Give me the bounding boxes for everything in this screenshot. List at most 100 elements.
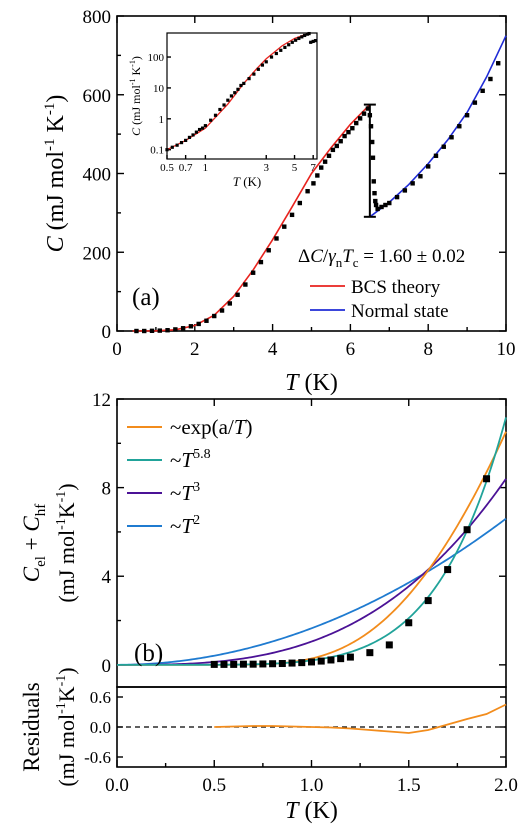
data-point [350, 126, 355, 131]
x-tick-label: 0.5 [202, 775, 226, 796]
data-point [269, 660, 277, 668]
y-axis-label: C (mJ mol-1 K-1) [42, 95, 69, 253]
data-point [180, 326, 186, 331]
inset-data-point [197, 127, 202, 132]
inset-y-axis-label: C (mJ mol-1 K-1) [128, 56, 143, 136]
data-point [361, 111, 367, 116]
inset-data-point [279, 48, 283, 52]
x-tick-label: 4 [268, 339, 278, 360]
inset-data-point [300, 35, 304, 39]
data-point [383, 202, 388, 208]
x-tick-label: 0.0 [105, 775, 129, 796]
inset-data-point [209, 118, 213, 122]
fit-curve-p2 [116, 517, 507, 666]
data-point [297, 200, 303, 206]
data-point [219, 308, 225, 313]
data-point [402, 188, 408, 193]
inset-data-point [187, 135, 192, 140]
inset-data-point [290, 40, 294, 44]
data-point [204, 318, 209, 323]
data-point [266, 248, 271, 253]
y-tick-label: 0 [102, 322, 112, 343]
panel-label-a: (a) [132, 284, 160, 311]
x-tick-label: 1.5 [397, 775, 421, 796]
inset-data-point [194, 130, 198, 134]
data-point [464, 113, 470, 118]
data-point [173, 327, 178, 332]
panel-a-inset: 0.5 0.7 1 3 5 7 0.1 1 10 100 T (K) C (mJ mol-1 K-1) [128, 31, 318, 189]
y-tick-label: 0 [102, 656, 112, 677]
inset-data-point [213, 113, 218, 117]
y-tick-label: 600 [83, 86, 112, 107]
residuals-y-label-line2: (mJ mol-1K-1) [54, 667, 79, 786]
data-point [357, 116, 363, 121]
inset-data-point [179, 140, 184, 145]
data-point [373, 202, 379, 208]
data-point [426, 164, 431, 169]
data-point [317, 657, 325, 665]
data-point [483, 475, 491, 483]
data-point [342, 133, 347, 139]
data-point [496, 61, 501, 66]
data-point [249, 660, 257, 668]
inset-x-tick-label: 1 [203, 162, 209, 174]
x-tick-label: 6 [346, 339, 356, 360]
inset-x-tick-label: 7 [310, 162, 316, 174]
inset-y-tick-label: 100 [148, 52, 165, 64]
inset-data-point [264, 60, 268, 64]
inset-data-point [222, 103, 226, 107]
inset-frame [166, 32, 318, 160]
data-point [365, 106, 371, 111]
residuals-y-label-line1: Residuals [19, 682, 44, 771]
inset-data-point [236, 87, 240, 91]
data-point [346, 653, 354, 661]
data-point [372, 190, 377, 196]
legend-label: ~exp(a/T) [170, 415, 253, 439]
data-point [322, 159, 328, 164]
data-point [311, 181, 316, 186]
inset-data-point [274, 51, 278, 56]
data-point [480, 88, 485, 94]
data-point [338, 139, 343, 144]
data-point [243, 282, 248, 287]
data-point [227, 301, 233, 306]
x-tick-label: 1.0 [300, 775, 324, 796]
inset-data-point [252, 72, 256, 76]
inset-x-tick-label: 0.7 [179, 162, 193, 174]
data-point [368, 124, 374, 129]
legend-label: Normal state [351, 301, 449, 322]
inset-data-point [294, 38, 298, 42]
data-point [463, 526, 471, 534]
inset-data-point [269, 55, 274, 59]
data-point [196, 321, 201, 327]
inset-data-point [233, 91, 237, 95]
data-point [410, 181, 415, 186]
data-point [385, 641, 393, 649]
data-point [149, 328, 155, 334]
data-point [134, 328, 139, 334]
x-tick-label: 8 [423, 339, 433, 360]
x-axis-label: T (K) [285, 798, 338, 824]
y-tick-label: 200 [83, 243, 112, 264]
data-point [282, 224, 287, 229]
data-point [369, 139, 375, 145]
data-point [315, 173, 320, 178]
data-point [405, 619, 413, 627]
data-point [239, 660, 247, 668]
y-tick-label: 8 [102, 479, 112, 500]
data-point [334, 143, 339, 149]
inset-x-axis-label: T (K) [233, 174, 262, 189]
data-point [387, 200, 392, 206]
inset-y-tick-label: 0.1 [150, 145, 164, 157]
data-point [457, 124, 462, 129]
data-point [308, 658, 315, 666]
data-point [379, 204, 384, 210]
inset-x-tick-label: 0.5 [160, 162, 174, 174]
inset-data-point [297, 36, 301, 41]
inset-data-point [203, 124, 207, 128]
y-tick-label: 800 [83, 7, 112, 28]
series-line-normal-state [369, 35, 507, 218]
data-point [235, 292, 240, 297]
inset-data-point [307, 31, 311, 36]
